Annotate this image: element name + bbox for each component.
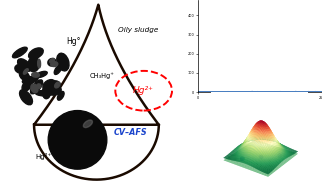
Ellipse shape: [15, 64, 26, 73]
Ellipse shape: [43, 88, 51, 99]
Circle shape: [48, 111, 107, 169]
Polygon shape: [34, 5, 159, 180]
Ellipse shape: [13, 47, 27, 58]
Ellipse shape: [55, 82, 60, 88]
Text: Oily sludge: Oily sludge: [118, 27, 158, 33]
Ellipse shape: [19, 71, 30, 81]
Ellipse shape: [32, 73, 40, 77]
Ellipse shape: [43, 80, 55, 90]
Ellipse shape: [35, 71, 47, 78]
Ellipse shape: [50, 58, 54, 63]
Text: CH₃Hg⁺: CH₃Hg⁺: [90, 72, 115, 79]
Ellipse shape: [22, 76, 38, 84]
Ellipse shape: [54, 65, 62, 74]
Ellipse shape: [37, 84, 41, 88]
Text: CV–AFS: CV–AFS: [114, 128, 147, 137]
Ellipse shape: [31, 80, 43, 94]
Ellipse shape: [57, 53, 69, 71]
Text: Hg²⁺: Hg²⁺: [35, 153, 52, 160]
Ellipse shape: [35, 91, 52, 96]
Ellipse shape: [51, 81, 61, 90]
Ellipse shape: [48, 86, 61, 95]
Ellipse shape: [31, 84, 38, 93]
Ellipse shape: [42, 86, 51, 98]
Ellipse shape: [49, 86, 59, 95]
Ellipse shape: [29, 48, 43, 59]
Ellipse shape: [83, 120, 92, 128]
Ellipse shape: [51, 62, 58, 67]
Ellipse shape: [24, 69, 28, 74]
Ellipse shape: [57, 91, 64, 100]
Ellipse shape: [38, 59, 41, 68]
Ellipse shape: [20, 90, 33, 105]
Text: Hg°: Hg°: [66, 37, 81, 46]
Ellipse shape: [18, 59, 31, 71]
Ellipse shape: [28, 57, 39, 72]
Ellipse shape: [22, 79, 33, 91]
Text: Hg²⁺: Hg²⁺: [133, 86, 154, 95]
Ellipse shape: [48, 58, 56, 66]
